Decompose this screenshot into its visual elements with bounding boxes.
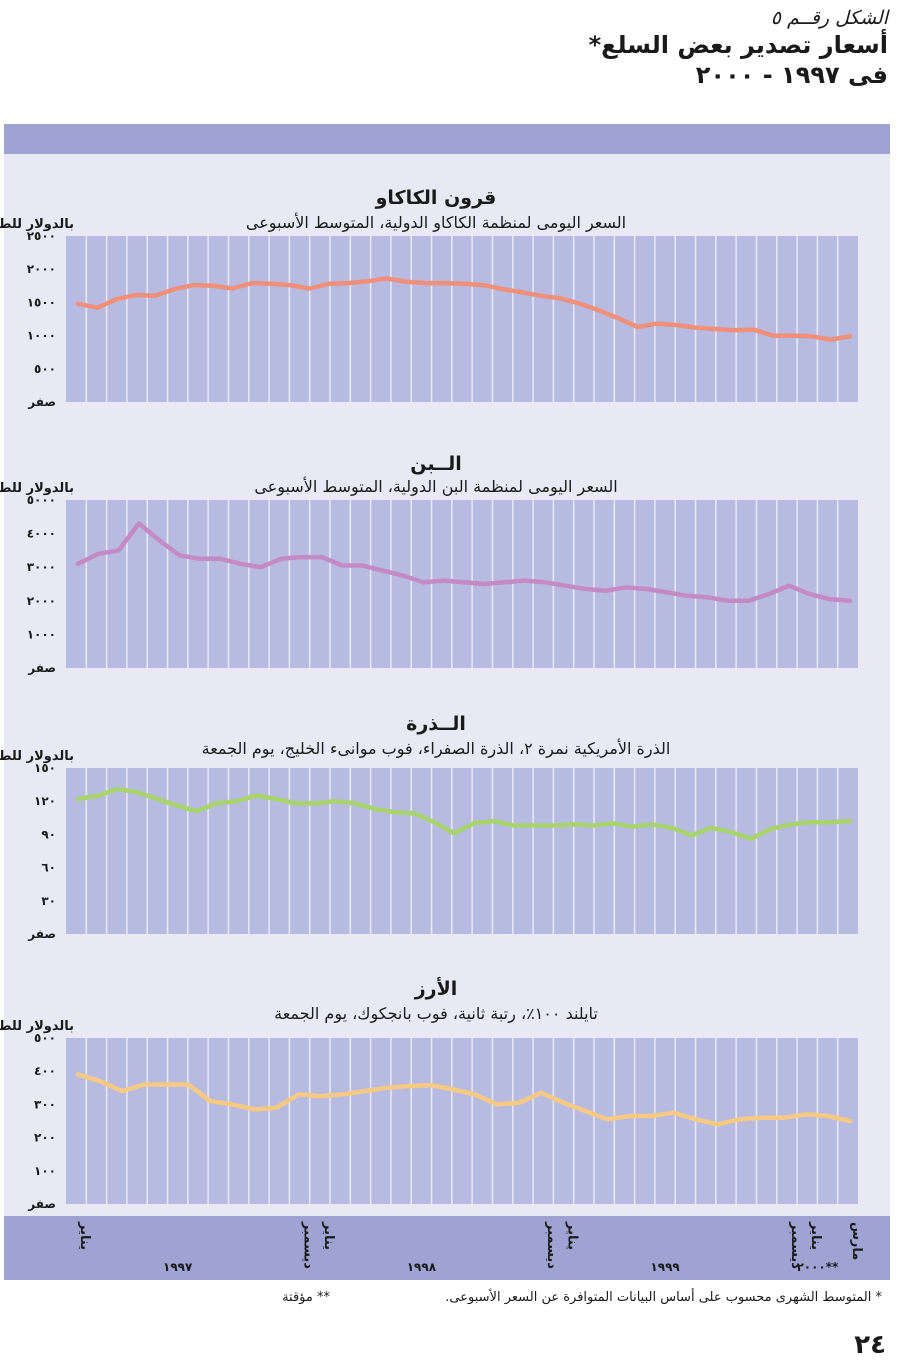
y-tick-label: ٩٠: [41, 827, 56, 841]
y-tick-label: ٦٠: [41, 861, 56, 875]
chart-subtitle: تايلند ١٠٠٪، رتبة ثانية، فوب بانجكوك، يو…: [274, 1004, 598, 1024]
y-tick-label: صفر: [27, 661, 56, 675]
series-line: [75, 786, 853, 842]
chart-subtitle: السعر اليومى لمنظمة البن الدولية، المتوس…: [254, 476, 617, 497]
y-tick-label: ١٢٠: [34, 794, 56, 808]
chart-title: الأرز: [414, 977, 458, 1000]
y-tick-label: ٣٠٠: [34, 1097, 56, 1111]
y-tick-label: ٥٠٠: [34, 1031, 56, 1045]
year-label: ١٩٩٨: [407, 1260, 437, 1274]
time-marker-label: يناير: [321, 1221, 336, 1250]
time-marker-label: ديسمبر: [301, 1221, 316, 1269]
chart-subtitle: الذرة الأمريكية نمرة ٢، الذرة الصفراء، ف…: [202, 738, 671, 759]
figure-header: الشكل رقــم ٥ أسعار تصدير بعض السلع* فى …: [589, 6, 888, 90]
y-tick-label: ٢٠٠٠: [27, 594, 56, 608]
y-tick-label: ٢٠٠٠: [27, 262, 56, 276]
figure-title-line1: أسعار تصدير بعض السلع*: [588, 31, 888, 59]
chart-title: الــبن: [410, 453, 462, 475]
y-axis-label: بالدولار للطن: [0, 217, 74, 232]
plot-area: [66, 236, 858, 402]
year-label: ١٩٩٧: [163, 1260, 193, 1274]
y-axis-label: بالدولار للطن: [0, 749, 74, 764]
y-tick-label: ٥٠٠٠: [27, 493, 56, 507]
y-tick-label: صفر: [27, 395, 56, 409]
figure-label: الشكل رقــم ٥: [770, 7, 888, 29]
y-tick-label: ١٠٠: [34, 1164, 56, 1178]
y-tick-label: ٣٠: [41, 894, 56, 908]
time-marker-label: يناير: [808, 1221, 823, 1250]
year-label: ١٩٩٩: [650, 1260, 680, 1274]
y-tick-label: ٤٠٠٠: [27, 527, 56, 541]
chart-rice: الأرز تايلند ١٠٠٪، رتبة ثانية، فوب بانجكو…: [0, 977, 858, 1211]
chart-title: الــذرة: [406, 713, 466, 735]
figure-title-line2: فى ١٩٩٧ - ٢٠٠٠: [695, 61, 888, 89]
y-tick-label: ٣٠٠٠: [27, 560, 56, 574]
time-marker-label: مارس: [849, 1222, 864, 1260]
y-tick-label: صفر: [27, 927, 56, 941]
time-axis-band: [4, 1216, 890, 1280]
footnote-provisional: ** مؤقتة: [282, 1290, 330, 1305]
time-marker-label: ديسمبر: [544, 1221, 559, 1269]
year-label: ٢٠٠٠**: [796, 1260, 839, 1274]
time-marker-label: يناير: [77, 1221, 92, 1250]
plot-area: [66, 768, 858, 934]
y-tick-label: ٢٠٠: [34, 1131, 56, 1145]
y-tick-label: ١٥٠: [34, 761, 56, 775]
footnote-monthly-average: * المتوسط الشهرى محسوب على أساس البيانات…: [445, 1290, 882, 1305]
y-axis-label: بالدولار للطن: [0, 481, 74, 496]
page-number: ٢٤: [854, 1330, 886, 1360]
y-tick-label: ٢٥٠٠: [27, 229, 56, 243]
top-band: [4, 124, 890, 154]
time-axis: يناير ديسمبر يناير ديسمبر يناير ديسمبر يناير ما…: [77, 1221, 864, 1274]
chart-subtitle: السعر اليومى لمنظمة الكاكاو الدولية، الم…: [246, 212, 626, 233]
y-tick-label: ١٠٠٠: [27, 329, 56, 343]
series-line: [75, 521, 853, 604]
time-marker-label: يناير: [565, 1221, 580, 1250]
series-line: [75, 1072, 853, 1127]
series-line: [75, 276, 853, 342]
y-tick-label: صفر: [27, 1197, 56, 1211]
y-tick-label: ١٠٠٠: [27, 627, 56, 641]
chart-maize: الــذرة الذرة الأمريكية نمرة ٢، الذرة الص…: [0, 713, 858, 941]
time-marker-label: ديسمبر: [788, 1221, 803, 1269]
y-axis-label: بالدولار للطن: [0, 1019, 74, 1034]
chart-cocoa: قرون الكاكاو السعر اليومى لمنظمة الكاكاو …: [0, 187, 858, 409]
y-tick-label: ٤٠٠: [34, 1064, 56, 1078]
chart-title: قرون الكاكاو: [375, 187, 497, 209]
y-tick-label: ١٥٠٠: [27, 295, 56, 309]
y-tick-label: ٥٠٠: [34, 362, 56, 376]
